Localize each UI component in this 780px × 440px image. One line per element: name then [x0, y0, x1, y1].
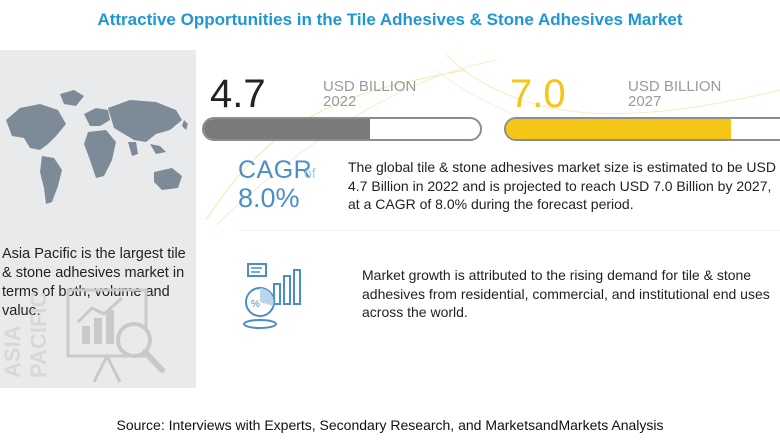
- region-panel: Asia Pacific is the largest tile & stone…: [0, 50, 196, 388]
- metric-2027-value: 7.0: [510, 72, 566, 116]
- watermark-line-pacific: PACIFIC: [26, 292, 51, 378]
- market-size-description: The global tile & stone adhesives market…: [348, 159, 776, 212]
- source-note: Source: Interviews with Experts, Seconda…: [116, 417, 664, 433]
- svg-text:%: %: [251, 299, 260, 310]
- metric-2027-year: 2027: [628, 93, 662, 110]
- region-watermark: ASIA PACIFIC: [2, 292, 51, 378]
- cagr-of-label: of: [304, 165, 316, 181]
- metric-2022-bar-fill: [204, 119, 370, 139]
- cagr-value: 8.0%: [238, 183, 300, 213]
- region-description: Asia Pacific is the largest tile & stone…: [2, 246, 186, 319]
- metric-2022-bar: [202, 117, 482, 141]
- page-title: Attractive Opportunities in the Tile Adh…: [97, 10, 683, 29]
- metric-2022-year: 2022: [323, 93, 357, 110]
- metric-2022-value: 4.7: [210, 72, 266, 116]
- growth-chart-icon: %: [243, 263, 301, 329]
- metric-2027-bar: [504, 117, 780, 141]
- metric-2022-unit: USD BILLION: [323, 78, 417, 95]
- world-map: [6, 90, 188, 204]
- section-divider: [238, 230, 780, 231]
- analytics-magnifier-icon: [66, 288, 165, 383]
- cagr-label: CAGR: [238, 156, 313, 184]
- growth-description: Market growth is attributed to the risin…: [362, 267, 770, 320]
- watermark-line-asia: ASIA: [2, 325, 25, 378]
- metric-2027-unit: USD BILLION: [628, 78, 722, 95]
- metric-2027-bar-fill: [506, 119, 731, 139]
